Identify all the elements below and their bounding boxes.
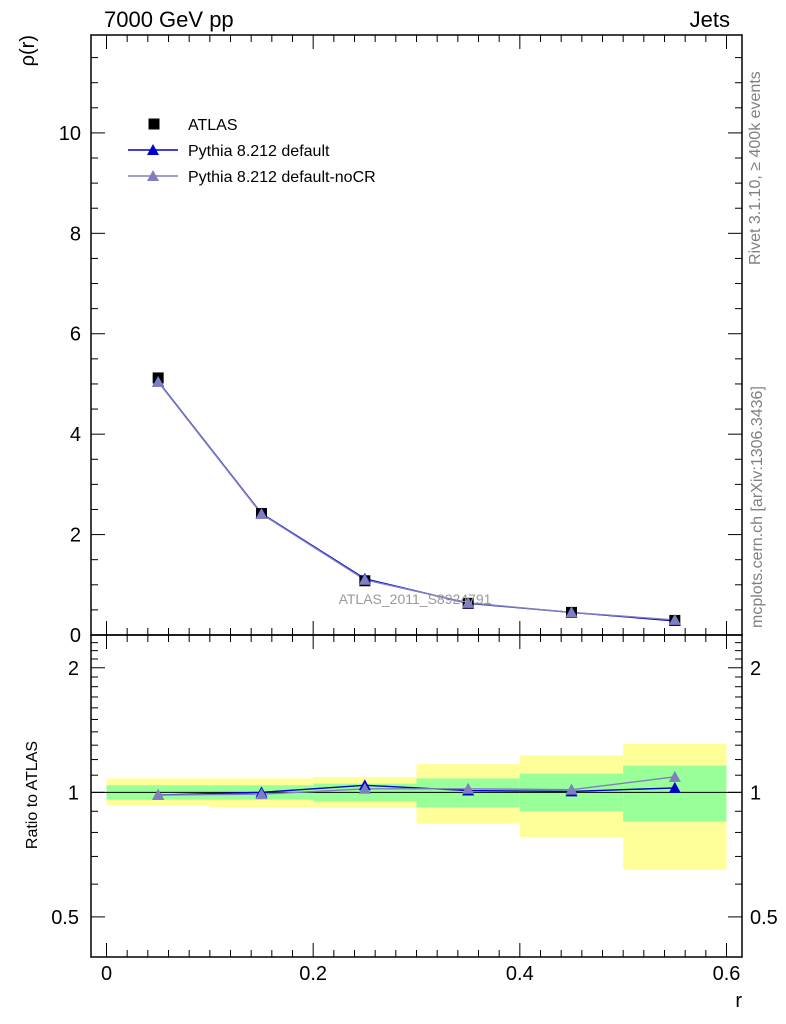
nocr-marker (565, 606, 578, 618)
ratio-marker-nocr (668, 770, 681, 782)
legend-default-marker (147, 144, 159, 155)
ratio-marker-nocr (462, 782, 475, 794)
ratio-frame (90, 634, 743, 958)
ratio-marker-nocr (255, 788, 268, 800)
main-y-tick-label: 6 (70, 324, 81, 346)
main-ylabel: ρ(r) (17, 35, 39, 66)
main-y-tick-label: 2 (70, 525, 81, 547)
ratio-marker-nocr (152, 789, 165, 801)
legend-nocr-marker (147, 170, 159, 181)
tick-labels: 0 2 4 6 8 10 0.5 0.5 1 1 2 2 0 0.2 0.4 0.6 (51, 123, 778, 985)
ratio-line-nocr (158, 776, 675, 796)
ratio-y-tick-label: 0.5 (51, 907, 79, 929)
plot-title-left: 7000 GeV pp (104, 7, 234, 32)
ratio-y-tick-label: 2 (68, 658, 79, 680)
x-tick-label: 0.2 (299, 963, 327, 985)
watermark: ATLAS_2011_S8924791 (339, 591, 492, 607)
nocr-marker (668, 613, 681, 625)
legend: ATLAS Pythia 8.212 default Pythia 8.212 de… (128, 117, 376, 186)
ratio-ylabel: Ratio to ATLAS (24, 741, 41, 849)
ratio-y-tick-label-right: 2 (750, 658, 761, 680)
main-series (152, 372, 681, 626)
x-tick-label: 0.6 (713, 963, 741, 985)
nocr-marker (358, 573, 371, 585)
legend-entry-label: Pythia 8.212 default-noCR (188, 169, 376, 186)
main-y-tick-label: 10 (59, 123, 81, 145)
x-tick-label: 0.4 (506, 963, 534, 985)
legend-entry-label: Pythia 8.212 default (188, 143, 330, 160)
nocr-marker (152, 375, 165, 387)
x-tick-label: 0 (101, 963, 112, 985)
ratio-xlabel: r (735, 990, 742, 1012)
ratio-marker-default (668, 781, 681, 793)
ratio-uncertainty-bands (106, 743, 727, 870)
ratio-y-tick-label: 1 (68, 782, 79, 804)
series-line-default (157, 381, 675, 622)
ratio-marker-nocr (358, 782, 371, 794)
plot-title-right: Jets (689, 7, 730, 32)
main-y-tick-label: 4 (70, 424, 81, 446)
axis-ticks (91, 35, 742, 957)
ratio-y-tick-label-right: 0.5 (750, 907, 778, 929)
ratio-line-default (158, 784, 675, 796)
ratio-marker-nocr (565, 783, 578, 795)
legend-entry-label: ATLAS (188, 117, 238, 134)
legend-atlas-marker (148, 118, 160, 130)
ratio-y-tick-label-right: 1 (750, 782, 761, 804)
nocr-marker (255, 507, 268, 519)
ratio-series (152, 770, 681, 801)
series-line-nocr (157, 381, 675, 621)
main-y-tick-label: 8 (70, 223, 81, 245)
main-y-tick-label: 0 (70, 625, 81, 647)
nocr-marker (462, 596, 475, 608)
